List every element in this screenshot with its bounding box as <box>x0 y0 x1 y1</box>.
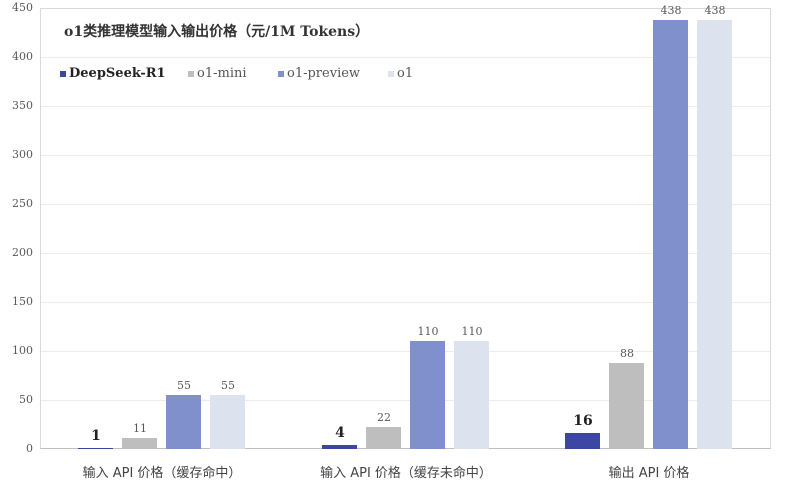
y-tick-label: 250 <box>12 197 33 210</box>
y-tick-label: 100 <box>12 344 33 357</box>
value-label: 438 <box>660 3 682 17</box>
gridline <box>41 204 770 205</box>
y-tick-label: 400 <box>12 50 33 63</box>
gridline <box>41 400 770 401</box>
gridline <box>41 253 770 254</box>
gridline <box>41 57 770 58</box>
bar-o1-preview <box>653 19 688 449</box>
chart-title: o1类推理模型输入输出价格（元/1M Tokens） <box>64 24 370 40</box>
y-tick-label: 50 <box>19 393 33 406</box>
y-tick-label: 350 <box>12 99 33 112</box>
legend-swatch-icon <box>388 70 394 77</box>
gridline <box>41 302 770 303</box>
value-label: 110 <box>417 325 439 339</box>
bar-deepseek-r1 <box>322 445 357 449</box>
legend: DeepSeek-R1 o1-mini o1-preview o1 <box>60 66 428 81</box>
bar-o1-preview <box>166 395 201 449</box>
x-category-label: 输出 API 价格 <box>608 466 690 481</box>
value-label: 22 <box>377 411 391 425</box>
y-tick-label: 0 <box>26 442 33 455</box>
bar-deepseek-r1 <box>565 433 600 449</box>
bar-o1-preview <box>410 341 445 449</box>
value-label: 4 <box>335 425 345 442</box>
value-label: 11 <box>133 422 147 436</box>
legend-label: o1-mini <box>197 66 247 81</box>
value-label: 16 <box>573 413 593 430</box>
legend-item: o1-mini <box>188 66 278 81</box>
x-category-label: 输入 API 价格（缓存命中） <box>82 466 242 481</box>
bar-o1 <box>454 341 489 449</box>
legend-swatch-icon <box>60 70 66 77</box>
bar-o1-mini <box>122 438 157 449</box>
plot-area <box>40 8 771 449</box>
legend-item: DeepSeek-R1 <box>60 66 188 81</box>
gridline <box>41 351 770 352</box>
y-tick-label: 200 <box>12 246 33 259</box>
gridline <box>41 155 770 156</box>
value-label: 438 <box>704 3 726 17</box>
bar-o1-mini <box>366 427 401 449</box>
bar-o1-mini <box>609 362 644 449</box>
bar-o1 <box>210 395 245 449</box>
value-label: 55 <box>177 379 191 393</box>
y-tick-label: 300 <box>12 148 33 161</box>
legend-label: o1-preview <box>287 66 361 81</box>
value-label: 88 <box>620 346 634 360</box>
legend-item: o1 <box>388 66 428 81</box>
gridline <box>41 106 770 107</box>
value-label: 55 <box>221 379 235 393</box>
legend-swatch-icon <box>278 70 284 77</box>
bar-deepseek-r1 <box>78 448 113 450</box>
legend-swatch-icon <box>188 70 194 77</box>
y-tick-label: 150 <box>12 295 33 308</box>
x-category-label: 输入 API 价格（缓存未命中） <box>320 466 492 481</box>
legend-label: o1 <box>397 66 414 81</box>
value-label: 110 <box>461 325 483 339</box>
legend-item: o1-preview <box>278 66 388 81</box>
bar-o1 <box>697 19 732 449</box>
y-tick-label: 450 <box>12 1 33 14</box>
value-label: 1 <box>91 428 101 445</box>
legend-label: DeepSeek-R1 <box>69 66 166 81</box>
